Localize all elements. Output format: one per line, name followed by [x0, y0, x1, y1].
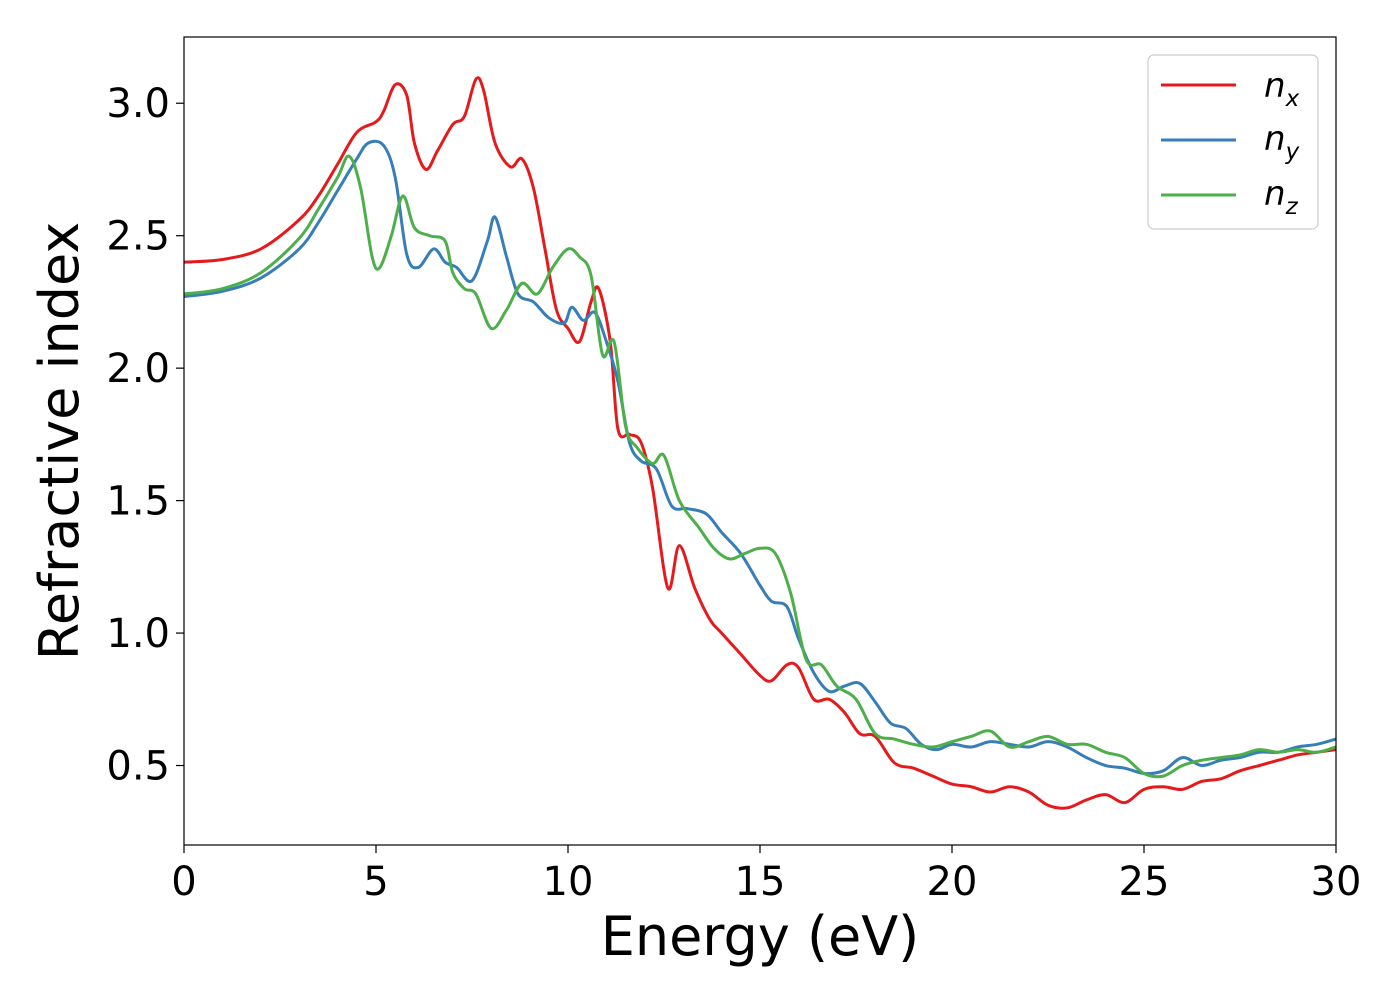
y-tick-label: 3.0 [106, 81, 170, 127]
y-tick-label: 1.0 [106, 611, 170, 657]
y-axis-title: Refractive index [28, 222, 91, 661]
x-tick-label: 30 [1311, 859, 1362, 905]
series-layer [184, 76, 1336, 810]
legend-label-nx: nx [1264, 66, 1300, 112]
x-axis-title: Energy (eV) [601, 905, 920, 968]
series-line-nz [184, 154, 1336, 779]
y-tick-label: 2.5 [106, 214, 170, 260]
x-tick-label: 25 [1119, 859, 1170, 905]
y-tick-label: 1.5 [106, 479, 170, 525]
x-tick-label: 5 [363, 859, 388, 905]
legend-box [1147, 54, 1319, 230]
x-tick-label: 10 [543, 859, 594, 905]
series-line-ny [184, 139, 1336, 776]
x-tick-label: 20 [927, 859, 978, 905]
tick-layer: 0 5 10 15 20 25 30 0.5 1.0 1.5 2.0 2.5 3.0 [106, 81, 1361, 905]
legend-label-nz: nz [1264, 174, 1299, 220]
x-tick-label: 15 [735, 859, 786, 905]
series-line-nx [184, 76, 1336, 810]
legend-label-ny: ny [1264, 119, 1300, 165]
legend: nx ny nz [1147, 54, 1319, 230]
y-tick-label: 0.5 [106, 744, 170, 790]
x-tick-label: 0 [171, 859, 196, 905]
y-tick-label: 2.0 [106, 346, 170, 392]
